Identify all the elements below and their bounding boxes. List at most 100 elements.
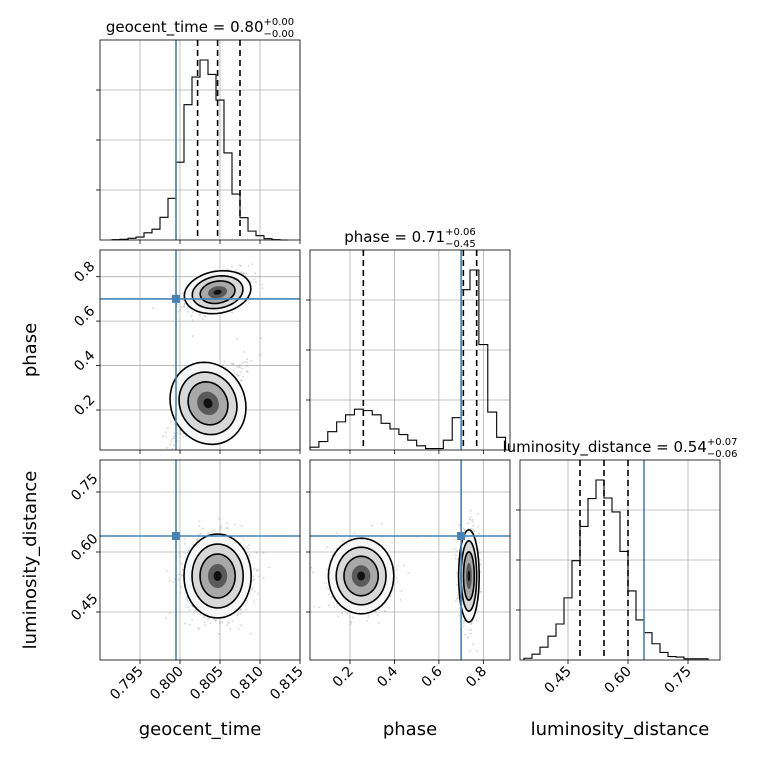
sample-point	[166, 446, 168, 449]
sample-point	[350, 620, 353, 623]
sample-point	[226, 522, 229, 525]
x-tick-label: 0.75	[661, 664, 694, 697]
sample-point	[471, 520, 474, 523]
sample-point	[180, 562, 183, 565]
sample-point	[407, 571, 410, 574]
sample-point	[152, 307, 154, 310]
contour-line	[191, 274, 244, 310]
sample-point	[220, 526, 223, 529]
sample-point	[245, 358, 248, 361]
sample-point	[476, 512, 479, 515]
sample-point	[258, 568, 261, 571]
sample-point	[246, 361, 249, 364]
sample-point	[236, 374, 239, 377]
x-tick-label: 0.45	[541, 664, 574, 697]
sample-point	[198, 313, 201, 316]
x-tick-label: 0.805	[187, 664, 227, 704]
sample-point	[396, 564, 399, 567]
sample-point	[250, 280, 253, 283]
sample-point	[182, 305, 185, 308]
histogram-step-geocent_time	[111, 59, 288, 241]
y-tick-label: 0.45	[68, 591, 101, 624]
sample-point	[390, 541, 393, 544]
sample-point	[196, 538, 198, 541]
x-axis-label-geocent_time: geocent_time	[139, 719, 262, 740]
sample-point	[312, 571, 315, 574]
sample-point	[177, 578, 180, 581]
sample-point	[204, 315, 207, 318]
sample-point	[457, 594, 460, 597]
density-level	[213, 571, 222, 581]
sample-point	[458, 524, 461, 527]
sample-point	[257, 575, 260, 578]
sample-point	[253, 278, 256, 281]
sample-point	[468, 518, 471, 521]
sample-point	[472, 530, 475, 533]
sample-point	[454, 599, 457, 602]
sample-point	[184, 556, 187, 559]
sample-point	[227, 621, 230, 624]
sample-point	[470, 629, 473, 631]
sample-point	[165, 436, 168, 438]
sample-point	[239, 265, 242, 267]
sample-point	[172, 580, 175, 583]
contour-line	[343, 555, 380, 597]
sample-point	[186, 307, 189, 310]
sample-point	[351, 616, 354, 619]
sample-point	[259, 337, 262, 340]
sample-point	[231, 311, 234, 314]
sample-point	[243, 361, 246, 364]
x-tick-label: 0.8	[463, 664, 490, 691]
sample-point	[472, 643, 475, 646]
sample-point	[472, 524, 475, 527]
sample-point	[227, 622, 230, 625]
sample-point	[176, 440, 179, 443]
sample-point	[179, 433, 182, 436]
sample-point	[179, 555, 182, 558]
sample-point	[463, 633, 466, 636]
sample-point	[218, 517, 220, 520]
sample-point	[234, 523, 236, 526]
sample-point	[476, 650, 478, 653]
sample-point	[374, 610, 377, 613]
sample-point	[455, 572, 458, 575]
sample-point	[246, 599, 248, 602]
sample-point	[252, 575, 255, 578]
sample-point	[267, 566, 270, 569]
contour-line	[191, 543, 245, 609]
sample-point	[199, 613, 202, 616]
sample-point	[246, 370, 249, 373]
x-tick-label: 0.810	[227, 664, 267, 704]
panel-content	[310, 460, 510, 660]
sample-point	[166, 427, 169, 430]
sample-point	[232, 363, 235, 366]
sample-point	[403, 564, 406, 567]
x-tick-label: 0.60	[601, 664, 634, 697]
sample-point	[232, 362, 234, 365]
density-level	[357, 571, 365, 581]
title-value: geocent_time = 0.80	[106, 18, 264, 37]
panel-frame	[99, 249, 301, 451]
sample-point	[257, 592, 260, 595]
truth-marker	[172, 294, 180, 303]
sample-point	[184, 537, 187, 540]
sample-point	[168, 579, 171, 582]
sample-point	[191, 335, 194, 338]
sample-point	[367, 614, 370, 617]
x-tick-label: 0.6	[419, 663, 446, 690]
sample-point	[370, 524, 373, 527]
sample-point	[454, 557, 457, 560]
sample-point	[253, 590, 256, 593]
sample-point	[184, 622, 186, 625]
sample-point	[204, 624, 207, 627]
sample-point	[246, 365, 249, 367]
sample-point	[367, 616, 370, 619]
sample-point	[256, 569, 259, 572]
title-luminosity_distance: luminosity_distance = 0.54+0.07	[502, 437, 737, 457]
sample-point	[366, 619, 368, 622]
contour-line	[183, 533, 253, 619]
x-tick-label: 0.815	[267, 664, 307, 704]
sample-point	[236, 338, 239, 341]
sample-point	[219, 524, 222, 527]
